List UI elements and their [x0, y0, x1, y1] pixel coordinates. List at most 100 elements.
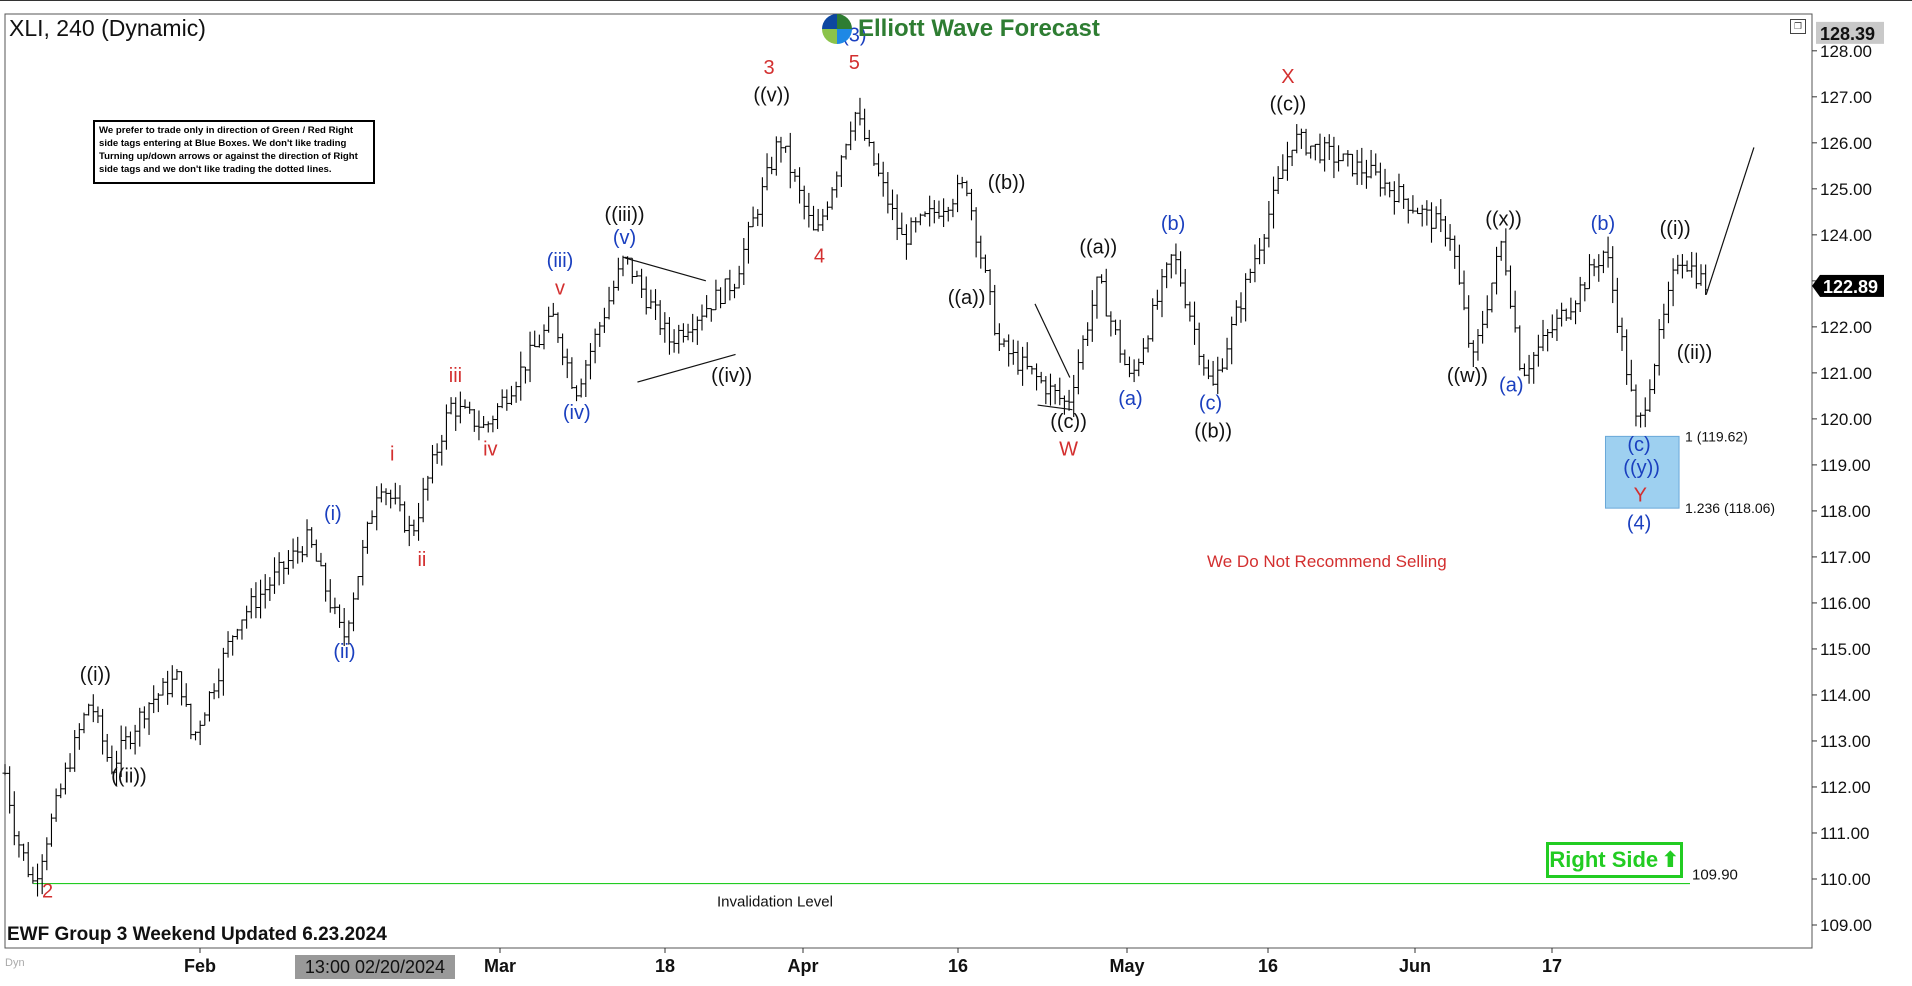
arrow-up-icon: ⬆: [1661, 847, 1680, 872]
wave-label: 2: [42, 880, 53, 902]
wave-label: X: [1281, 66, 1294, 88]
y-tick-label: 127.00: [1820, 88, 1872, 107]
cursor-time-badge: [295, 955, 455, 979]
brand: Elliott Wave Forecast: [822, 14, 1100, 44]
y-tick-label: 115.00: [1820, 640, 1871, 659]
wave-label: v: [555, 278, 565, 300]
y-tick-label: 114.00: [1820, 686, 1871, 705]
recommendation-text: We Do Not Recommend Selling: [1207, 552, 1447, 571]
right-side-tag: Right Side ⬆: [1546, 842, 1683, 878]
levels-group: 109.90 Invalidation Level 1 (119.62) 1.236 …: [33, 428, 1775, 911]
wave-label: ((b)): [988, 172, 1026, 194]
y-tick-label: 121.00: [1820, 364, 1872, 383]
y-tick-label: 125.00: [1820, 180, 1872, 199]
wave-label: Y: [1634, 485, 1647, 507]
y-tick-label: 116.00: [1820, 594, 1871, 613]
plot-border: [4, 13, 1813, 949]
wave-label: ((y)): [1623, 457, 1660, 479]
wave-label: ((ii)): [1677, 342, 1713, 364]
wave-label: 3: [764, 57, 775, 79]
x-tick-label: 18: [655, 956, 675, 976]
wave-label: ((i)): [1660, 218, 1691, 240]
wave-label: ((i)): [80, 664, 111, 686]
x-tick-label: 16: [948, 956, 968, 976]
x-tick-label: May: [1109, 956, 1144, 976]
blue-box-group: [1604, 435, 1680, 509]
y-tick-label: 111.00: [1820, 824, 1869, 843]
footer-update-text: EWF Group 3 Weekend Updated 6.23.2024: [7, 924, 387, 945]
wave-label: (a): [1118, 388, 1142, 410]
y-tick-label: 128.00: [1820, 42, 1872, 61]
wave-label: ((w)): [1447, 365, 1488, 387]
wave-label: ((c)): [1050, 411, 1087, 433]
wave-label: ((a)): [948, 287, 986, 309]
chart-title: XLI, 240 (Dynamic): [9, 15, 206, 41]
wave-label: (b): [1591, 213, 1615, 235]
price-bars: [2, 97, 1709, 897]
wave-label: W: [1059, 439, 1078, 461]
wave-label: 4: [814, 245, 825, 267]
high-price-label: 128.39: [1820, 24, 1875, 44]
y-tick-label: 112.00: [1820, 778, 1871, 797]
wave-label: (ii): [333, 641, 355, 663]
wave-label: (c): [1627, 434, 1650, 456]
y-tick-label: 118.00: [1820, 502, 1871, 521]
projection-line: [1705, 147, 1755, 295]
triangle-upper-line: [624, 257, 707, 282]
invalidation-text: Invalidation Level: [717, 894, 833, 911]
plot-frame: [0, 0, 1912, 949]
wedge-upper-line: [1034, 303, 1071, 378]
wave-label: i: [390, 443, 394, 465]
wave-label: ((x)): [1485, 209, 1522, 231]
high-price-badge: [1816, 21, 1884, 44]
brand-name: Elliott Wave Forecast: [858, 15, 1100, 42]
restore-icon[interactable]: ❐: [1790, 19, 1806, 34]
wave-label: ((v)): [753, 84, 790, 106]
wave-label: ((iii)): [605, 204, 645, 226]
wave-label: (iv): [563, 402, 591, 424]
y-tick-label: 110.00: [1820, 870, 1871, 889]
last-price-label: 122.89: [1823, 277, 1878, 297]
wave-label: ((a)): [1079, 236, 1117, 258]
fib-level-label: 1.236 (118.06): [1685, 500, 1775, 516]
cursor-time-label: 13:00 02/20/2024: [305, 957, 445, 977]
wave-label: ii: [417, 549, 426, 571]
wave-labels: 2((i))((ii))(i)(ii)iiiiiiiv(iii)v(iv)((i…: [42, 25, 1712, 903]
wave-label: (i): [324, 503, 342, 525]
x-tick-label: Feb: [184, 956, 216, 976]
wave-label: iv: [483, 439, 497, 461]
right-side-label: Right Side: [1549, 847, 1659, 872]
brand-logo-icon: [822, 14, 852, 44]
y-tick-label: 119.00: [1820, 456, 1871, 475]
wave-label: (v): [613, 227, 636, 249]
x-tick-label: 17: [1542, 956, 1562, 976]
wedge-lower-line: [1037, 404, 1073, 411]
wave-label: (b): [1161, 213, 1185, 235]
y-tick-label: 124.00: [1820, 226, 1872, 245]
invalidation-value-label: 109.90: [1692, 867, 1738, 884]
x-tick-label: 16: [1258, 956, 1278, 976]
y-tick-label: 117.00: [1820, 548, 1871, 567]
wave-label: (c): [1199, 393, 1222, 415]
triangle-lower-line: [637, 353, 736, 383]
last-price-badge: [1820, 274, 1884, 297]
fib-level-label: 1 (119.62): [1685, 428, 1748, 444]
y-tick-label: 120.00: [1820, 410, 1872, 429]
trading-note: We prefer to trade only in direction of …: [93, 120, 375, 184]
blue-box-zone: [1604, 435, 1680, 509]
y-axis: 128.00127.00126.00125.00124.00123.00122.…: [1812, 21, 1884, 935]
patterns-group: [624, 147, 1755, 411]
wave-label: ((iv)): [711, 365, 752, 387]
wave-label: ((b)): [1194, 420, 1232, 442]
x-tick-label: Mar: [484, 956, 516, 976]
wave-label: ((c)): [1270, 94, 1307, 116]
wave-label: (iii): [547, 250, 574, 272]
last-price-pointer: [1812, 274, 1820, 297]
wave-label: (a): [1499, 374, 1523, 396]
watermark-text: Dyn: [5, 957, 25, 969]
y-tick-label: 122.00: [1820, 318, 1872, 337]
y-tick-label: 126.00: [1820, 134, 1872, 153]
y-tick-label: 113.00: [1820, 732, 1871, 751]
